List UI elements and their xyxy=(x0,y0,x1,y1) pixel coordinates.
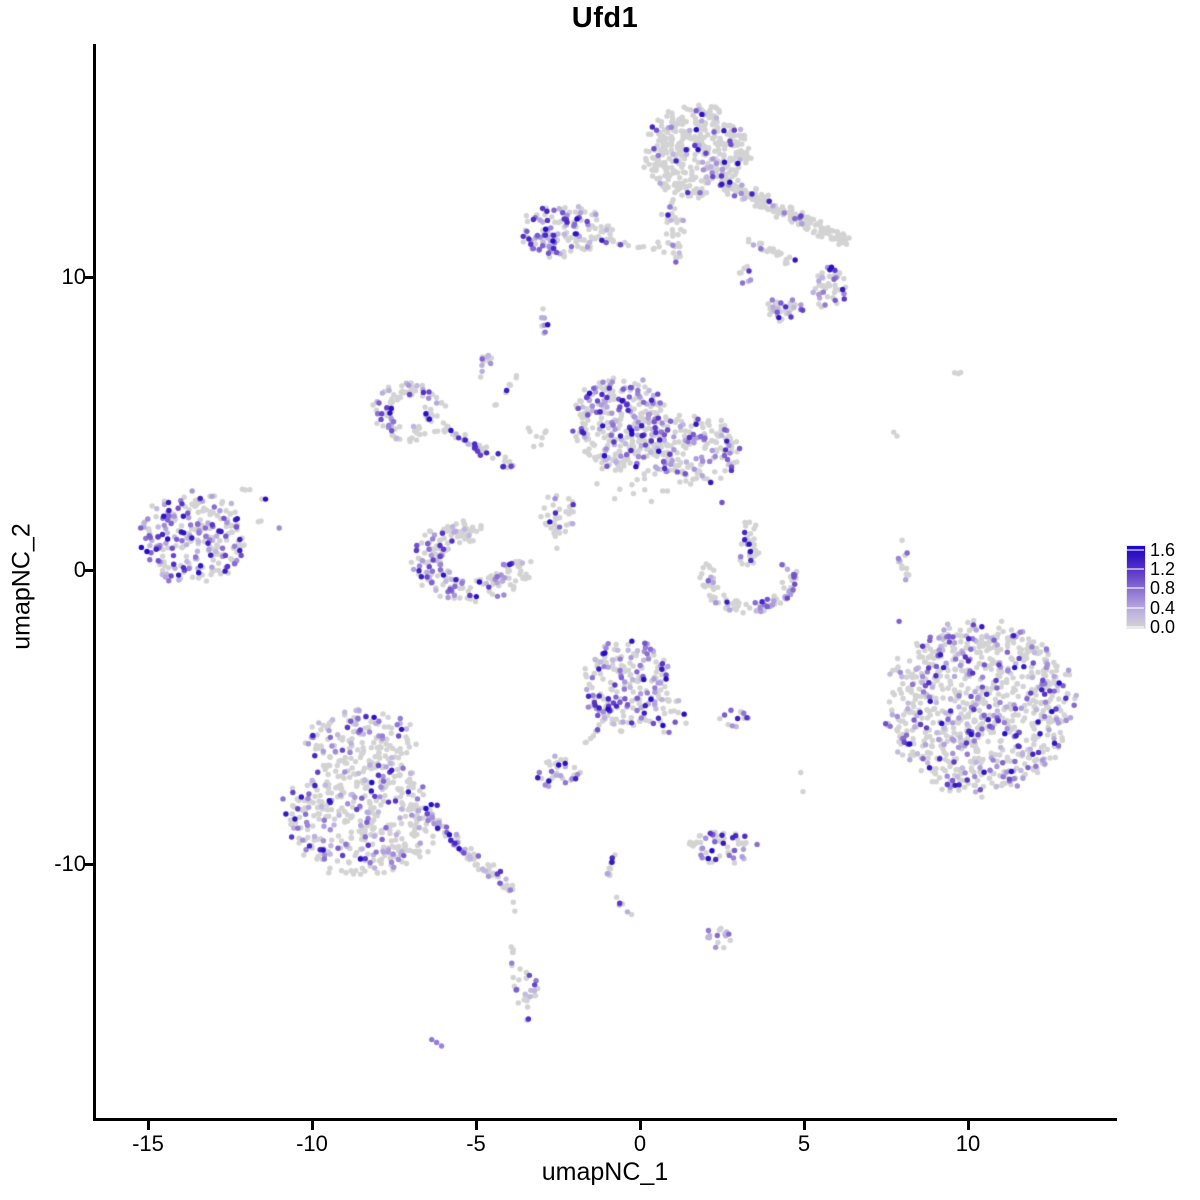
x-axis-title: umapNC_1 xyxy=(541,1158,669,1186)
x-tick-mark xyxy=(147,1121,150,1130)
x-tick-label: 5 xyxy=(797,1131,811,1156)
legend-tick-mark xyxy=(1126,587,1144,590)
x-tick-mark xyxy=(639,1121,642,1130)
legend-tick-mark xyxy=(1126,626,1144,628)
legend-tick-mark xyxy=(1126,548,1144,551)
y-tick-label: 0 xyxy=(73,557,86,582)
x-tick-mark xyxy=(475,1121,478,1130)
legend-tick-mark xyxy=(1126,568,1144,571)
x-tick-mark xyxy=(311,1121,314,1130)
x-tick-mark xyxy=(967,1121,970,1130)
x-tick-label: 0 xyxy=(633,1131,647,1156)
y-tick-label: 10 xyxy=(61,263,86,289)
x-tick-label: -5 xyxy=(466,1131,486,1156)
y-axis-line xyxy=(93,44,96,1121)
x-axis-line xyxy=(93,1118,1117,1121)
y-tick-mark xyxy=(84,569,93,572)
legend-value-label: 1.6 xyxy=(1150,539,1176,560)
legend-value-label: 0.0 xyxy=(1150,617,1176,637)
x-tick-label: 10 xyxy=(955,1131,981,1156)
x-tick-mark xyxy=(803,1121,806,1130)
y-axis-title: umapNC_2 xyxy=(7,523,36,650)
legend-value-label: 0.4 xyxy=(1150,597,1176,618)
y-tick-label: -10 xyxy=(54,850,86,876)
legend-value-label: 0.8 xyxy=(1150,578,1176,599)
legend-value-label: 1.2 xyxy=(1150,559,1176,580)
x-tick-label: -15 xyxy=(132,1131,164,1156)
y-tick-mark xyxy=(84,862,93,866)
legend-tick-mark xyxy=(1126,606,1144,609)
y-tick-mark xyxy=(84,275,93,279)
x-tick-label: -10 xyxy=(296,1131,328,1156)
